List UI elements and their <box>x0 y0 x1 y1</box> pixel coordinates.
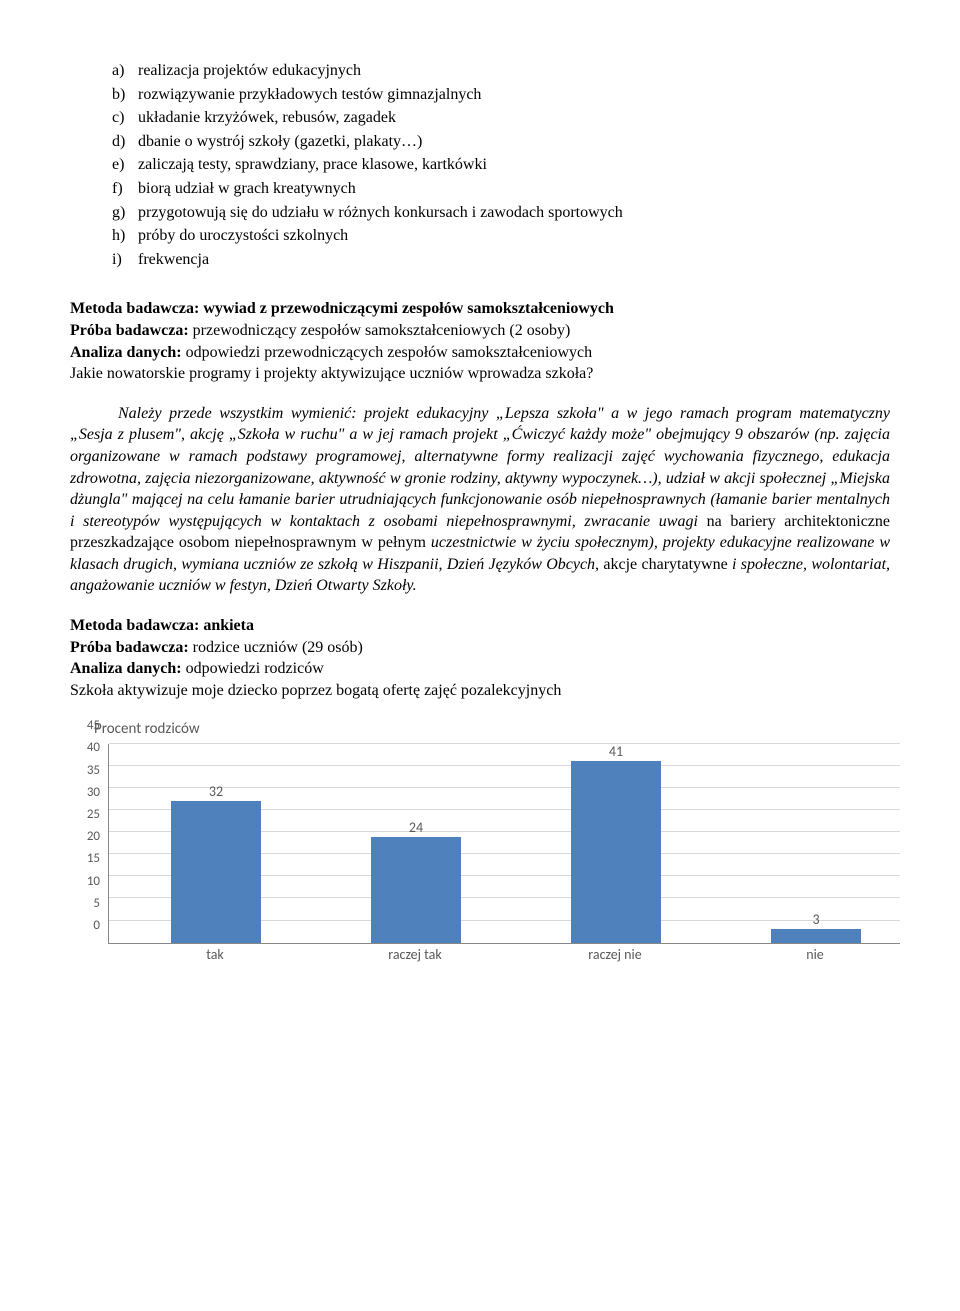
bar: 32 <box>171 801 261 943</box>
list-item: c)układanie krzyżówek, rebusów, zagadek <box>112 107 890 129</box>
bar-value-label: 3 <box>771 911 861 930</box>
ordered-list: a)realizacja projektów edukacyjnychb)roz… <box>70 60 890 270</box>
list-marker: c) <box>112 107 138 129</box>
sample-text-2: rodzice uczniów (29 osób) <box>189 639 363 656</box>
list-text: zaliczają testy, sprawdziany, prace klas… <box>138 154 487 176</box>
bar: 24 <box>371 837 461 943</box>
x-tick-label: raczej tak <box>370 946 460 965</box>
list-marker: f) <box>112 178 138 200</box>
analysis-label-2: Analiza danych: <box>70 660 182 677</box>
list-item: g)przygotowują się do udziału w różnych … <box>112 202 890 224</box>
analysis-text: odpowiedzi przewodniczących zespołów sam… <box>182 344 593 361</box>
list-text: dbanie o wystrój szkoły (gazetki, plakat… <box>138 131 422 153</box>
sample-text: przewodniczący zespołów samokształceniow… <box>189 322 571 339</box>
list-text: rozwiązywanie przykładowych testów gimna… <box>138 84 481 106</box>
bar-value-label: 41 <box>571 743 661 762</box>
list-item: h)próby do uroczystości szkolnych <box>112 225 890 247</box>
section-method-interview: Metoda badawcza: wywiad z przewodniczący… <box>70 298 890 384</box>
section-method-survey: Metoda badawcza: ankieta Próba badawcza:… <box>70 615 890 701</box>
list-item: e)zaliczają testy, sprawdziany, prace kl… <box>112 154 890 176</box>
list-marker: i) <box>112 249 138 271</box>
list-item: a)realizacja projektów edukacyjnych <box>112 60 890 82</box>
chart-title: Procent rodziców <box>94 719 890 739</box>
list-marker: e) <box>112 154 138 176</box>
y-tick-label: 15 <box>87 851 100 869</box>
x-tick-label: raczej nie <box>570 946 660 965</box>
x-axis: tak raczej tak raczej nie nie <box>108 944 900 964</box>
y-tick-label: 10 <box>87 873 100 891</box>
sample-label-2: Próba badawcza: <box>70 639 189 656</box>
list-text: próby do uroczystości szkolnych <box>138 225 348 247</box>
y-tick-label: 45 <box>87 717 100 735</box>
bar: 3 <box>771 929 861 942</box>
list-text: frekwencja <box>138 249 209 271</box>
y-tick-label: 25 <box>87 806 100 824</box>
question-line: Jakie nowatorskie programy i projekty ak… <box>70 363 890 385</box>
list-marker: d) <box>112 131 138 153</box>
analysis-label: Analiza danych: <box>70 344 182 361</box>
bar-value-label: 32 <box>171 783 261 802</box>
y-tick-label: 5 <box>93 895 100 913</box>
list-item: d)dbanie o wystrój szkoły (gazetki, plak… <box>112 131 890 153</box>
body-run-1: Należy przede wszystkim wymienić: projek… <box>70 405 890 530</box>
y-tick-label: 40 <box>87 740 100 758</box>
list-text: przygotowują się do udziału w różnych ko… <box>138 202 623 224</box>
bar-chart: Procent rodziców 0 5 10 15 20 25 30 35 40 45 32 24… <box>70 719 890 963</box>
body-paragraph: Należy przede wszystkim wymienić: projek… <box>70 403 890 597</box>
y-tick-label: 0 <box>93 917 100 935</box>
plot-area: 32 24 41 3 <box>108 744 900 944</box>
x-tick-label: tak <box>170 946 260 965</box>
x-tick-label: nie <box>770 946 860 965</box>
list-marker: a) <box>112 60 138 82</box>
gridline <box>109 765 900 766</box>
y-tick-label: 35 <box>87 762 100 780</box>
list-marker: h) <box>112 225 138 247</box>
statement-line: Szkoła aktywizuje moje dziecko poprzez b… <box>70 680 890 702</box>
list-item: i)frekwencja <box>112 249 890 271</box>
y-tick-label: 30 <box>87 784 100 802</box>
body-run-4: akcje charytatywne <box>603 556 732 573</box>
list-item: f)biorą udział w grach kreatywnych <box>112 178 890 200</box>
method-line: Metoda badawcza: wywiad z przewodniczący… <box>70 300 614 317</box>
sample-label: Próba badawcza: <box>70 322 189 339</box>
y-tick-label: 20 <box>87 828 100 846</box>
method-line-2: Metoda badawcza: ankieta <box>70 617 254 634</box>
list-text: realizacja projektów edukacyjnych <box>138 60 361 82</box>
bar: 41 <box>571 761 661 942</box>
analysis-text-2: odpowiedzi rodziców <box>182 660 324 677</box>
y-axis: 051015202530354045 <box>80 744 104 944</box>
gridline <box>109 743 900 744</box>
list-text: biorą udział w grach kreatywnych <box>138 178 356 200</box>
chart-area: 051015202530354045 3224413 takraczej tak… <box>80 744 900 964</box>
list-text: układanie krzyżówek, rebusów, zagadek <box>138 107 396 129</box>
list-marker: g) <box>112 202 138 224</box>
bar-value-label: 24 <box>371 819 461 838</box>
list-item: b)rozwiązywanie przykładowych testów gim… <box>112 84 890 106</box>
list-marker: b) <box>112 84 138 106</box>
